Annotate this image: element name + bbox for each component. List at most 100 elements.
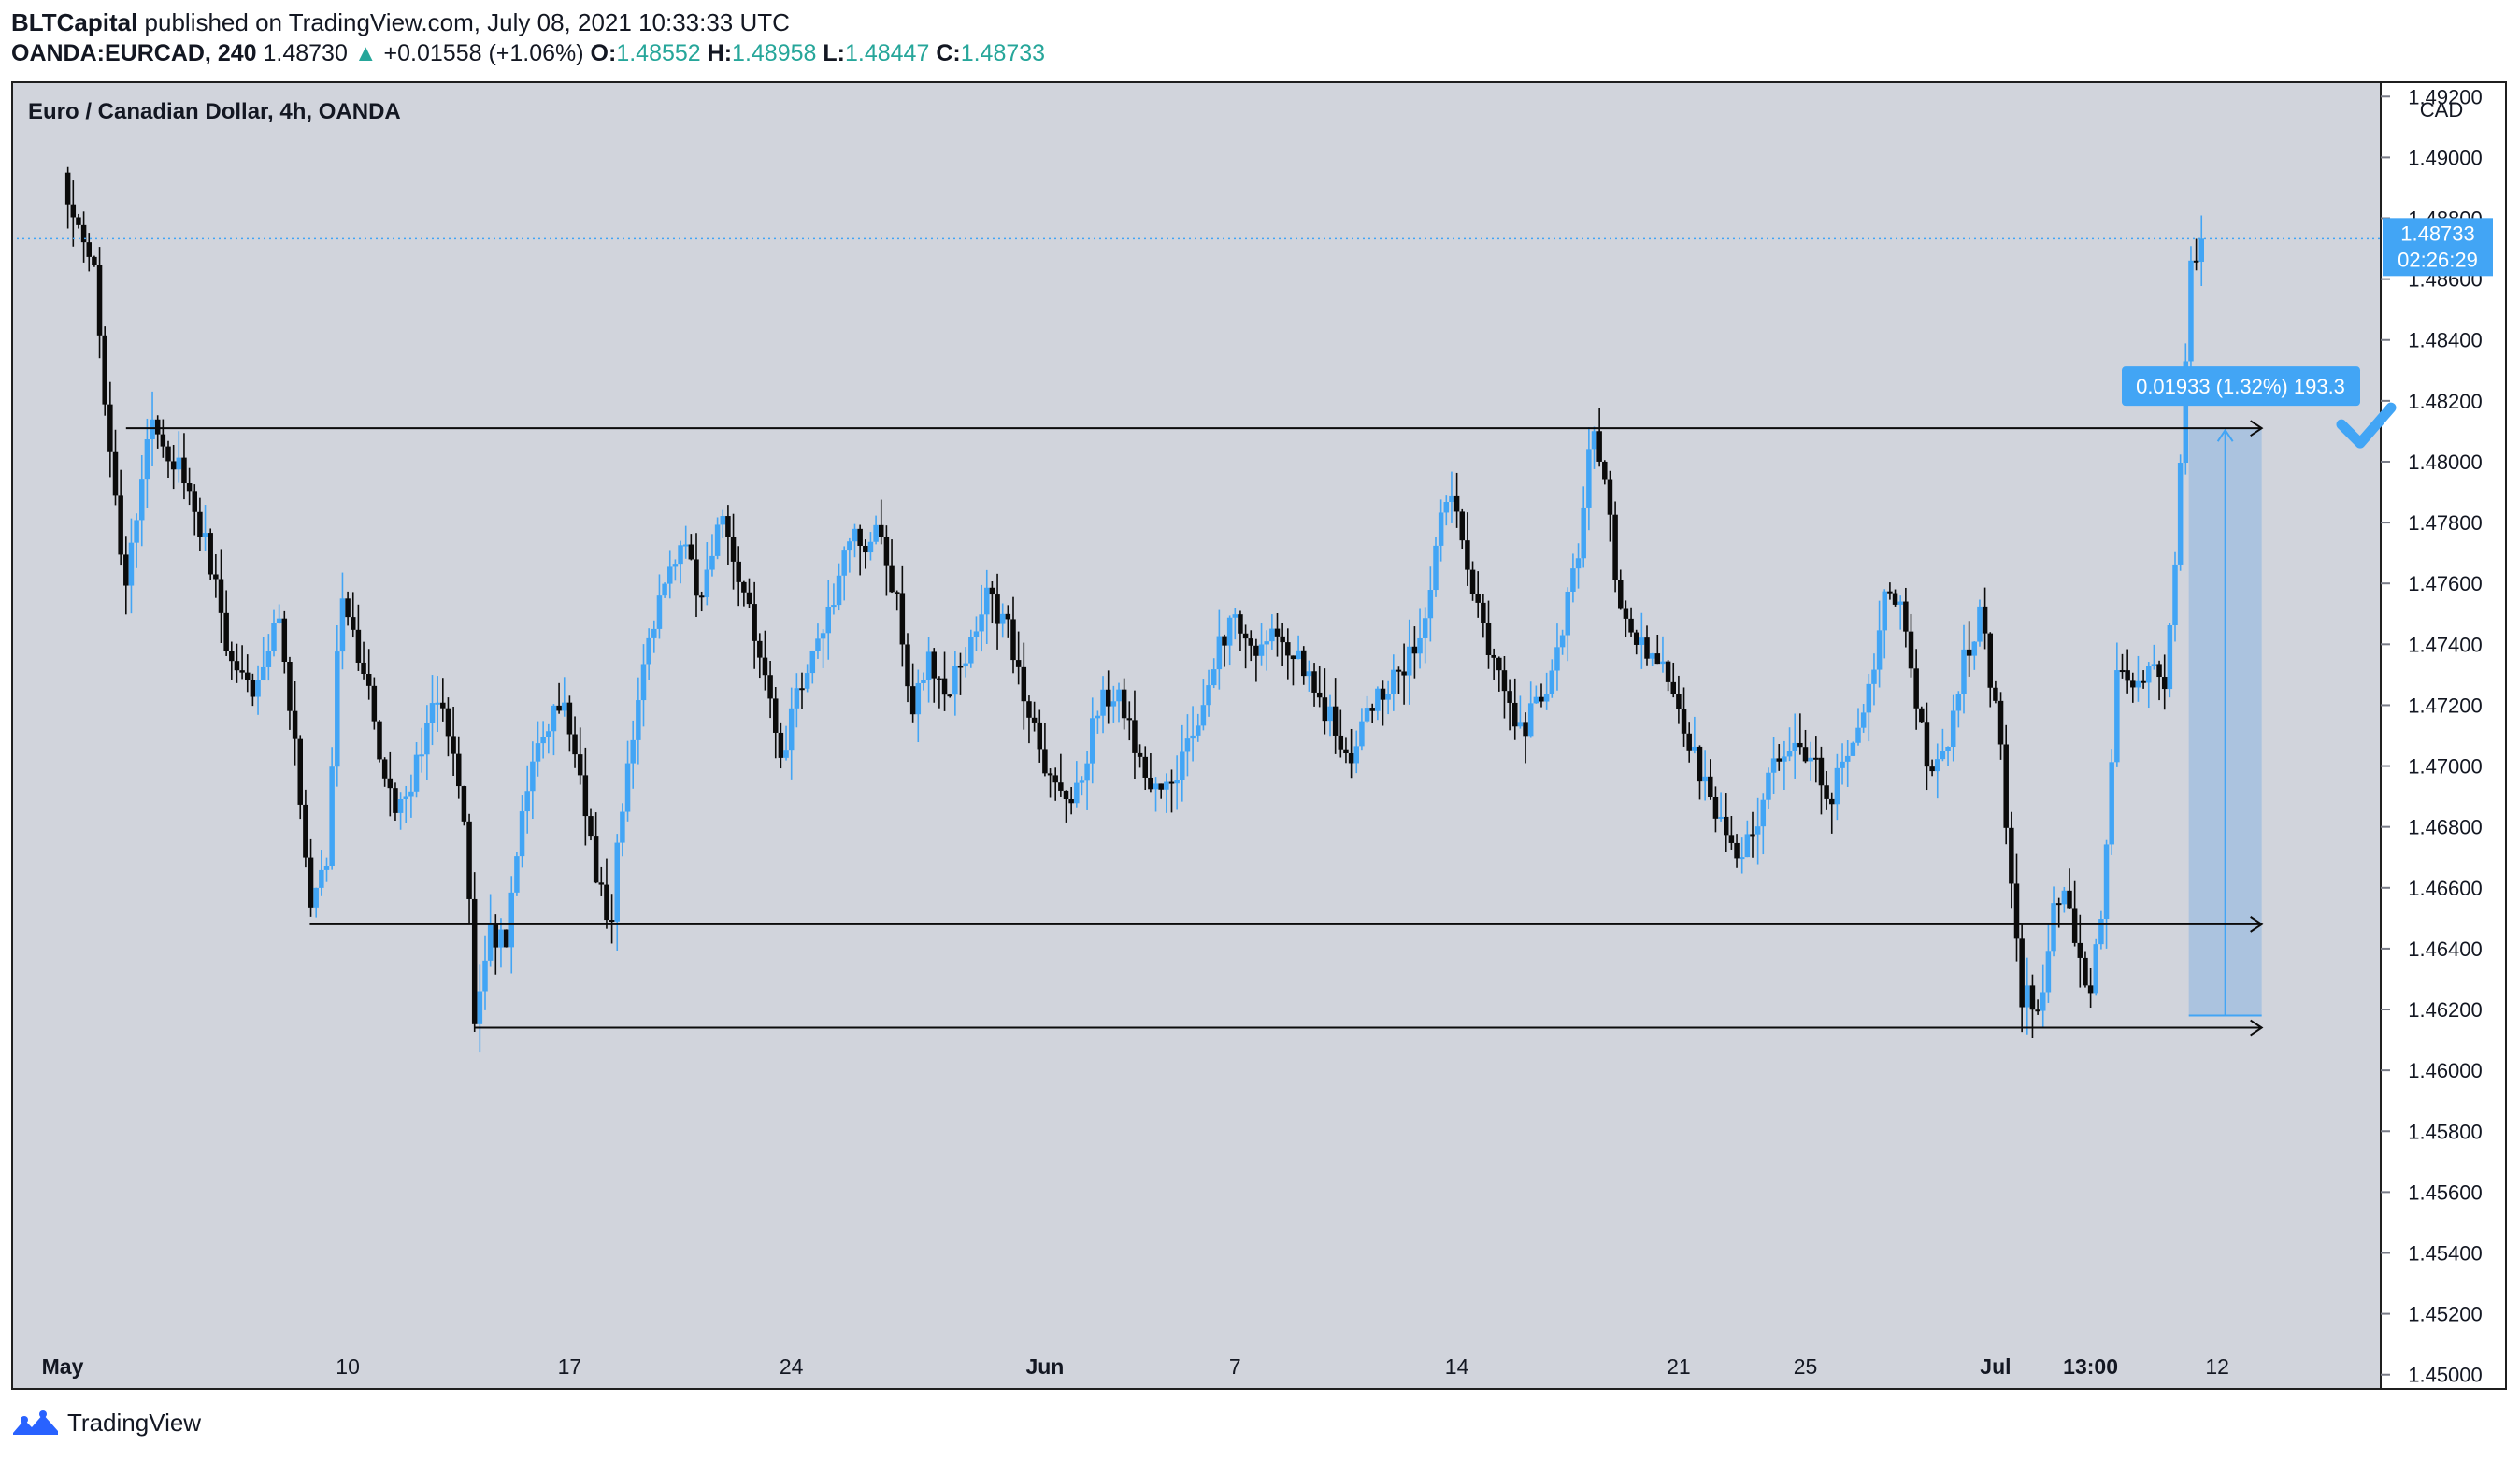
candle-body [757,640,763,658]
author-name[interactable]: BLTCapital [11,8,138,36]
candle-body [746,592,752,605]
candle-body [2156,664,2162,678]
candle-body [118,495,123,555]
candle-body [1929,766,1935,772]
candle-body [1285,642,1291,656]
candle-body [1132,720,1138,753]
high-label: H: [707,40,733,66]
candle-body [134,520,139,543]
candle-body [1316,692,1323,698]
candle-body [1469,569,1476,594]
candle-body [424,723,430,755]
candle-body [1760,799,1767,827]
candle-body [783,750,789,758]
plot-area[interactable] [11,81,2381,1390]
candle-body [1369,708,1375,711]
level-arrow-icon [2250,1019,2264,1037]
candle-body [794,688,800,709]
candle-body [957,666,964,668]
candle-body [397,798,404,813]
candle-body [614,842,620,922]
candle-body [1338,735,1344,750]
candle-body [308,857,314,908]
price-axis[interactable] [2381,81,2507,1390]
candle-body [1913,668,1919,709]
candle-body [1327,706,1333,722]
candle-body [604,884,609,921]
candle-body [1496,657,1502,671]
candle-body [1908,631,1914,669]
x-tick-label: 14 [1445,1354,1469,1379]
candle-body [451,736,456,754]
candle-body [773,698,779,733]
candle-body [1734,842,1740,859]
candle-body [709,555,715,570]
candle-body [630,739,636,764]
candle-body [2067,890,2072,909]
candle-body [303,804,308,858]
candle-body [365,674,372,686]
candle-body [979,614,984,632]
candle-body [572,734,578,755]
candle-body [139,479,145,521]
footer-brand[interactable]: TradingView [11,1407,201,1439]
candle-body [1391,669,1396,694]
candle-body [704,569,710,597]
candle-body [730,537,737,562]
candle-body [1491,654,1496,658]
candle-body [1481,602,1486,623]
candle-body [1164,781,1169,790]
candle-body [255,680,261,697]
candle-body [1776,758,1782,762]
y-tick-label: 1.48000 [2408,451,2483,474]
candle-body [2071,908,2078,943]
last-price: 1.48730 [263,40,348,66]
candle-body [2051,903,2056,952]
candle-body [1465,540,1470,570]
candle-body [1058,782,1064,791]
candle-body [1459,511,1465,541]
candle-body [202,533,208,537]
candle-body [297,738,303,805]
candle-body [1950,710,1956,748]
candle-body [809,651,816,674]
candle-body [1126,718,1133,721]
candle-body [1100,689,1106,716]
candle-body [2055,903,2062,906]
candle-body [1612,514,1618,580]
price-chart[interactable]: 1.45000 1.45200 1.45400 1.45600 1.45800 1.460… [11,81,2507,1390]
published-text: published on TradingView.com, July 08, 2… [144,8,790,36]
y-tick-label: 1.47800 [2408,511,2483,535]
candle-body [1105,689,1111,707]
candle-body [1296,650,1301,660]
open-label: O: [590,40,617,66]
candle-body [487,923,494,961]
open-value: 1.48552 [616,40,701,66]
candle-body [377,721,382,760]
candle-body [1501,670,1508,692]
candle-body [2188,260,2194,362]
candle-body [1633,632,1639,645]
candle-body [1301,650,1307,677]
level-arrow-icon [2250,916,2264,933]
candle-body [1411,646,1418,654]
candle-body [984,587,990,615]
chart-frame [11,81,2507,1390]
candle-body [963,663,968,667]
measure-range-box[interactable] [2188,428,2262,1017]
y-tick-label: 1.49000 [2408,146,2483,169]
candle-body [1792,742,1797,751]
candle-body [1766,772,1771,800]
candle-body [1818,757,1825,786]
candle-body [250,680,256,697]
candle-body [1971,641,1978,656]
candle-body [2009,827,2014,884]
candle-body [1539,696,1544,702]
candle-body [1216,636,1223,670]
up-triangle-icon: ▲ [353,40,378,66]
y-tick-label: 1.45200 [2408,1303,2483,1326]
candle-body [265,651,272,667]
candle-body [1148,777,1153,790]
candle-body [1200,705,1207,726]
candle-body [223,612,229,651]
